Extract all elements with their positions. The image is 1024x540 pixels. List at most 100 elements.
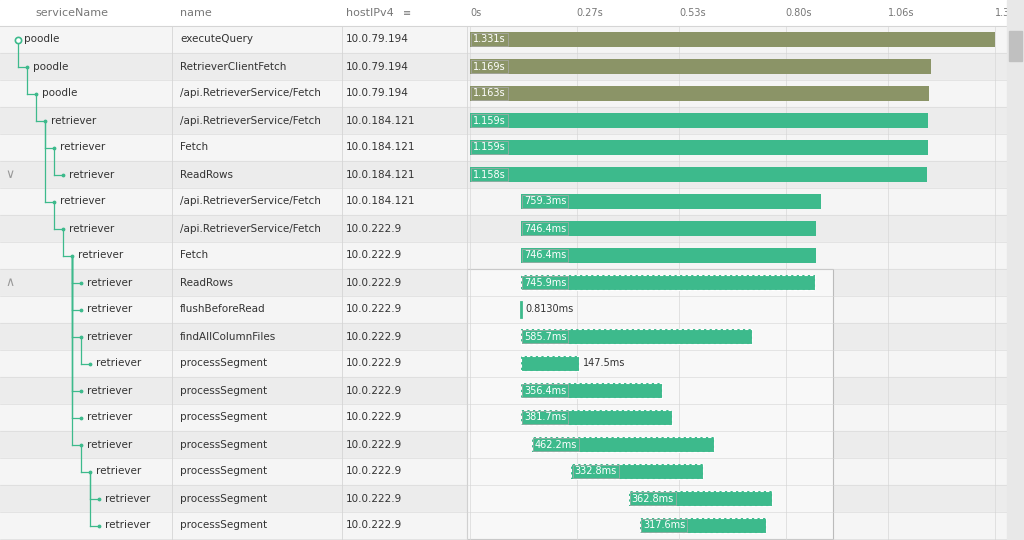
- Text: retriever: retriever: [69, 170, 115, 179]
- Text: processSegment: processSegment: [180, 413, 267, 422]
- Bar: [521, 275, 815, 290]
- Text: /api.RetrieverService/Fetch: /api.RetrieverService/Fetch: [180, 197, 321, 206]
- Text: 10.0.222.9: 10.0.222.9: [346, 413, 402, 422]
- Text: retriever: retriever: [87, 278, 132, 287]
- Bar: [0, 26, 1007, 53]
- Text: 1.163s: 1.163s: [473, 89, 506, 98]
- Text: ≡: ≡: [403, 8, 411, 18]
- Text: 356.4ms: 356.4ms: [524, 386, 566, 395]
- Text: poodle: poodle: [24, 35, 59, 44]
- Text: 0.27s: 0.27s: [577, 8, 603, 18]
- Text: 1.33s: 1.33s: [995, 8, 1022, 18]
- Text: ReadRows: ReadRows: [180, 170, 233, 179]
- Text: flushBeforeRead: flushBeforeRead: [180, 305, 265, 314]
- Bar: [0, 134, 1007, 161]
- Bar: [0, 323, 1007, 350]
- Text: 10.0.184.121: 10.0.184.121: [346, 116, 416, 125]
- Text: 10.0.222.9: 10.0.222.9: [346, 467, 402, 476]
- Bar: [640, 518, 766, 533]
- Text: processSegment: processSegment: [180, 440, 267, 449]
- Text: ∧: ∧: [5, 276, 14, 289]
- Bar: [0, 458, 1007, 485]
- Bar: [629, 491, 772, 506]
- Bar: [0, 377, 1007, 404]
- Bar: [521, 248, 816, 263]
- Bar: [521, 383, 662, 398]
- Text: 0.8130ms: 0.8130ms: [525, 305, 573, 314]
- Text: retriever: retriever: [51, 116, 96, 125]
- Text: 10.0.222.9: 10.0.222.9: [346, 251, 402, 260]
- Text: retriever: retriever: [96, 467, 141, 476]
- Bar: [521, 410, 672, 425]
- Bar: [0, 485, 1007, 512]
- Bar: [532, 437, 715, 452]
- Bar: [470, 140, 928, 155]
- Text: 1.158s: 1.158s: [473, 170, 506, 179]
- Text: 10.0.222.9: 10.0.222.9: [346, 440, 402, 449]
- Bar: [0, 512, 1007, 539]
- Text: retriever: retriever: [105, 494, 151, 503]
- Text: 1.159s: 1.159s: [473, 143, 506, 152]
- Text: 585.7ms: 585.7ms: [524, 332, 566, 341]
- Bar: [1009, 31, 1022, 61]
- Text: 10.0.222.9: 10.0.222.9: [346, 359, 402, 368]
- Bar: [0, 161, 1007, 188]
- Text: processSegment: processSegment: [180, 467, 267, 476]
- Text: 10.0.79.194: 10.0.79.194: [346, 62, 409, 71]
- Bar: [470, 113, 928, 128]
- Text: 381.7ms: 381.7ms: [524, 413, 566, 422]
- Bar: [0, 215, 1007, 242]
- Bar: [0, 431, 1007, 458]
- Bar: [0, 242, 1007, 269]
- Bar: [521, 329, 753, 344]
- Text: 0s: 0s: [470, 8, 481, 18]
- Text: hostIPv4: hostIPv4: [346, 8, 394, 18]
- Text: 10.0.222.9: 10.0.222.9: [346, 278, 402, 287]
- Text: /api.RetrieverService/Fetch: /api.RetrieverService/Fetch: [180, 116, 321, 125]
- Text: 1.06s: 1.06s: [889, 8, 914, 18]
- Text: executeQuery: executeQuery: [180, 35, 253, 44]
- Bar: [0, 404, 1007, 431]
- Text: 0.53s: 0.53s: [679, 8, 706, 18]
- Text: 147.5ms: 147.5ms: [584, 359, 626, 368]
- Bar: [629, 491, 772, 506]
- Text: serviceName: serviceName: [35, 8, 108, 18]
- Text: retriever: retriever: [105, 521, 151, 530]
- Bar: [0, 269, 1007, 296]
- Text: ∨: ∨: [5, 168, 14, 181]
- Text: 10.0.222.9: 10.0.222.9: [346, 494, 402, 503]
- Bar: [0, 0, 1024, 26]
- Text: 10.0.184.121: 10.0.184.121: [346, 197, 416, 206]
- Bar: [0, 53, 1007, 80]
- Text: 1.159s: 1.159s: [473, 116, 506, 125]
- Bar: [470, 32, 995, 47]
- Text: 1.331s: 1.331s: [473, 35, 506, 44]
- Bar: [521, 221, 816, 236]
- Text: 10.0.222.9: 10.0.222.9: [346, 521, 402, 530]
- Text: processSegment: processSegment: [180, 359, 267, 368]
- Bar: [1007, 0, 1024, 540]
- Text: name: name: [180, 8, 212, 18]
- Text: retriever: retriever: [60, 143, 105, 152]
- Text: 0.80s: 0.80s: [785, 8, 812, 18]
- Bar: [640, 518, 766, 533]
- Bar: [470, 167, 927, 182]
- Text: retriever: retriever: [87, 413, 132, 422]
- Bar: [521, 356, 580, 371]
- Text: 462.2ms: 462.2ms: [535, 440, 578, 449]
- Bar: [571, 464, 702, 479]
- Text: retriever: retriever: [69, 224, 115, 233]
- Text: 10.0.79.194: 10.0.79.194: [346, 35, 409, 44]
- Bar: [0, 296, 1007, 323]
- Text: retriever: retriever: [87, 305, 132, 314]
- Text: 10.0.184.121: 10.0.184.121: [346, 143, 416, 152]
- Text: poodle: poodle: [42, 89, 78, 98]
- Bar: [521, 410, 672, 425]
- Text: Fetch: Fetch: [180, 251, 208, 260]
- Text: processSegment: processSegment: [180, 386, 267, 395]
- Text: 10.0.222.9: 10.0.222.9: [346, 305, 402, 314]
- Bar: [521, 275, 815, 290]
- Bar: [521, 383, 662, 398]
- Bar: [571, 464, 702, 479]
- Text: ReadRows: ReadRows: [180, 278, 233, 287]
